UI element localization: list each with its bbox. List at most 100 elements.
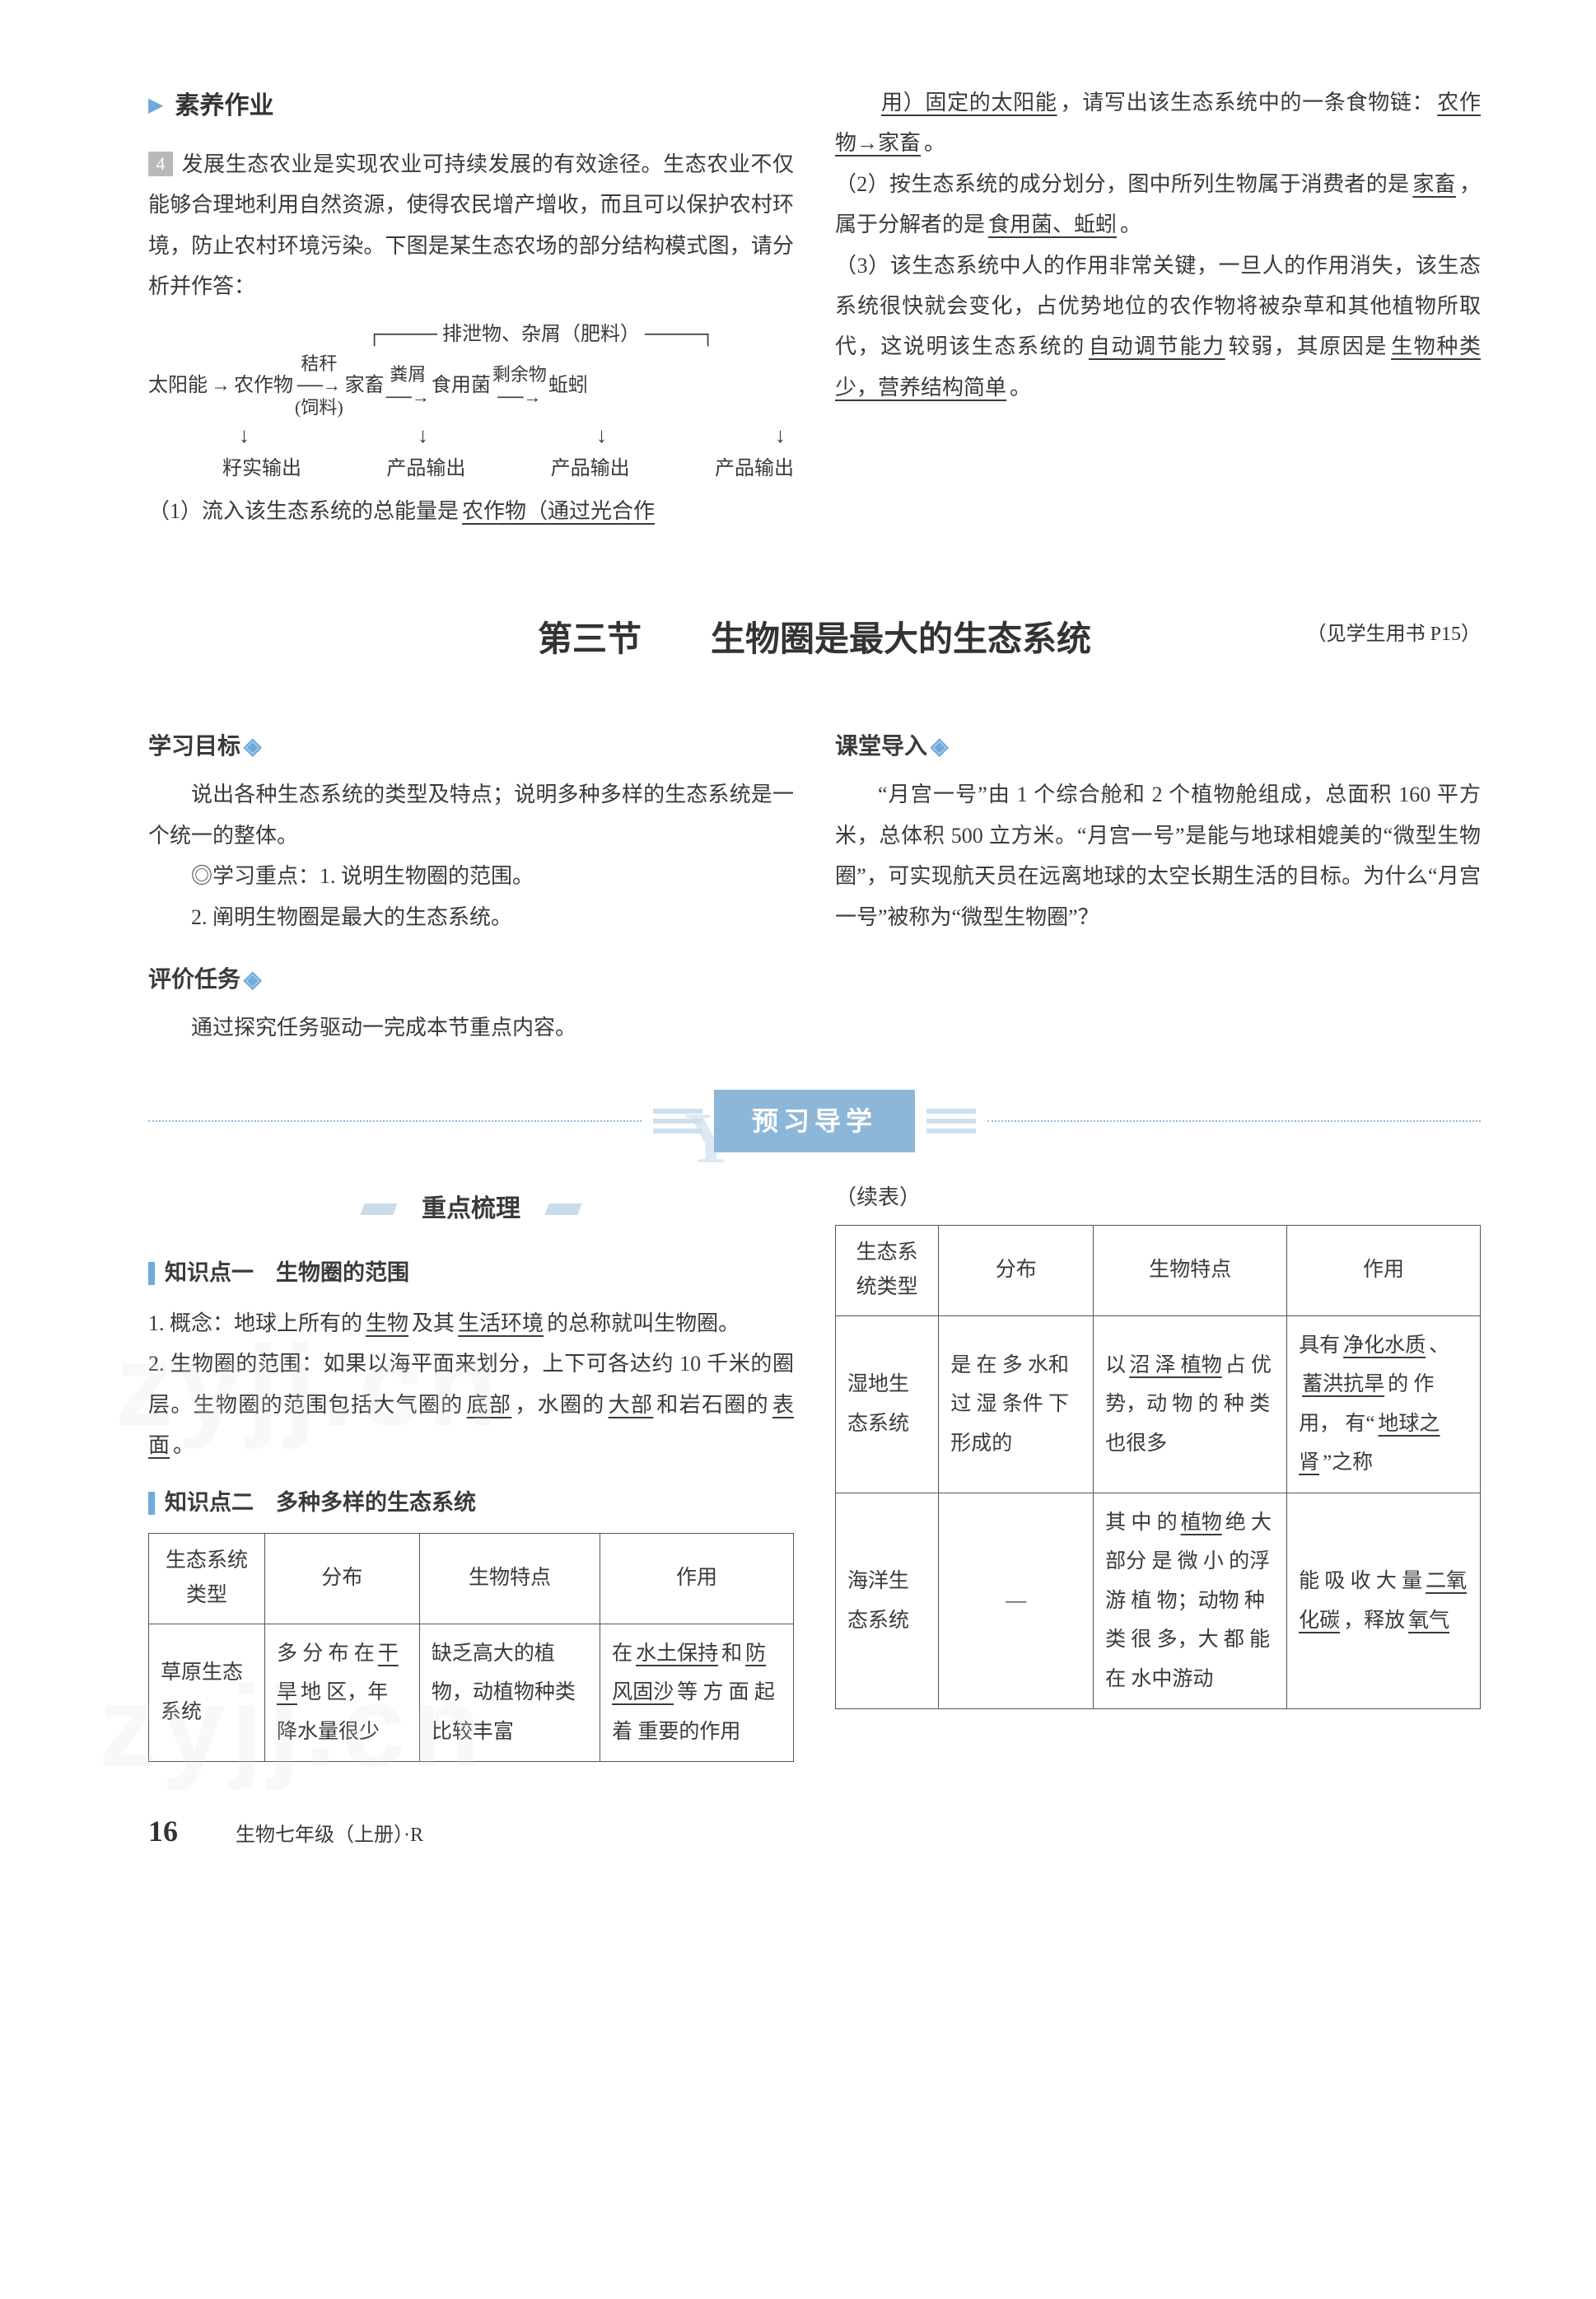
role-u1: 水土保持 (632, 1642, 721, 1665)
kp1-l2b2: 大部 (605, 1393, 657, 1417)
kp1-l2: 2. 生物圈的范围：如果以海平面来划分，上下可各达约 10 千米的圈层。生物圈的… (148, 1343, 794, 1465)
q4-p2-a: （2）按生态系统的成分划分，图中所列生物属于消费者的是 (835, 172, 1409, 196)
bottom-right: （续表） 生态系统类型 分布 生物特点 作用 湿地生态系统 是 在 多 水和 过… (835, 1177, 1481, 1762)
diagram-top-label: 排泄物、杂屑（肥料） (442, 324, 640, 345)
ecosystem-diagram: ┌──── 排泄物、杂屑（肥料） ────┐ 太阳能 → 农作物 秸秆 ──→ … (148, 319, 794, 485)
book-title: 生物七年级（上册）·R (236, 1817, 423, 1855)
kp-bar-icon (148, 1262, 155, 1285)
cell-role: 在水土保持和防风固沙等 方 面 起 着 重要的作用 (600, 1624, 794, 1762)
cont-label: （续表） (835, 1177, 1481, 1217)
focus1: 1. 说明生物圈的范围。 (320, 864, 534, 888)
role-b: ，释放 (1343, 1610, 1405, 1632)
kp1-title: 知识点一 生物圈的范围 (165, 1252, 409, 1294)
th-type: 生态系统类型 (149, 1533, 265, 1624)
node-livestock: 家畜 (345, 370, 385, 401)
role-b: 、 (1429, 1334, 1449, 1357)
output-4: 产品输出 (715, 453, 794, 484)
subbanner: 重点梳理 (404, 1185, 539, 1232)
th-type: 生态系统类型 (836, 1225, 939, 1315)
diamond-icon: ◈ (244, 966, 262, 992)
node-worm: 蚯蚓 (548, 370, 588, 401)
cell-dist: — (939, 1493, 1094, 1709)
q4-p2-blank1: 家畜 (1409, 172, 1459, 196)
role-u2: 氧气 (1405, 1610, 1453, 1632)
arrow-right-icon: → (211, 370, 231, 401)
kp1-l2b1: 底部 (464, 1393, 516, 1417)
page-footer: 16 生物七年级（上册）·R (148, 1803, 1481, 1859)
section-header: ▶ 素养作业 (148, 82, 794, 129)
banner-line-left (148, 1120, 642, 1122)
section-title: 素养作业 (175, 82, 273, 129)
question-number: 4 (148, 152, 173, 176)
arrow-down-row: ↓ ↓ ↓ ↓ (148, 418, 794, 453)
obj-head-2: 评价任务◈ (148, 957, 794, 1001)
bio-a: 其 中 的 (1105, 1512, 1178, 1534)
top-section: ▶ 素养作业 4发展生态农业是实现农业可持续发展的有效途径。生态农业不仅能够合理… (148, 82, 1481, 532)
th-role: 作用 (1287, 1225, 1481, 1315)
stalk-top: 秸秆 (301, 353, 337, 375)
obj-h2: 评价任务 (148, 966, 240, 992)
arrow-right-icon: ──→ (497, 386, 541, 408)
role-a: 具有 (1299, 1334, 1340, 1357)
diamond-icon: ◈ (244, 733, 262, 759)
role-d: ”之称 (1323, 1451, 1373, 1474)
th-role: 作用 (600, 1533, 794, 1624)
q4-p1-end: 。 (924, 131, 945, 155)
chapter-title: 生物圈是最大的生态系统 (711, 619, 1091, 658)
preview-banner: Y 预习导学 (148, 1090, 1481, 1153)
q4-p1-blank: 农作物（通过光合作 (459, 499, 658, 523)
outputs-row: 籽实输出 产品输出 产品输出 产品输出 (148, 453, 794, 484)
node-mushroom: 食用菌 (432, 370, 491, 401)
q4-p1-a: （1）流入该生态系统的总能量是 (148, 499, 459, 523)
cell-type: 海洋生态系统 (836, 1493, 939, 1709)
kp1-l1d: 的总称就叫生物圈。 (547, 1311, 740, 1335)
q4-p3-end: 。 (1010, 376, 1031, 400)
dung-text: 粪屑 (390, 364, 426, 386)
q4-p3-blank1: 自动调节能力 (1085, 334, 1229, 358)
obj-focus: ◎学习重点：1. 说明生物圈的范围。 (148, 856, 794, 896)
objectives-section: 学习目标◈ 说出各种生态系统的类型及特点；说明多种多样的生态系统是一个统一的整体… (148, 704, 1481, 1048)
kp1-l2c: ，水圈的 (515, 1393, 604, 1417)
table-row: 草原生态系统 多 分 布 在干旱地 区，年 降水量很少 缺乏高大的植物，动植物种… (149, 1624, 794, 1762)
obj-t2: 通过探究任务驱动一完成本节重点内容。 (148, 1007, 794, 1048)
arrow-down-icon: ↓ (239, 418, 250, 453)
role-u1: 净化水质 (1340, 1334, 1429, 1357)
q4-part2: （2）按生态系统的成分划分，图中所列生物属于消费者的是家畜，属于分解者的是食用菌… (835, 164, 1481, 245)
cell-role: 能 吸 收 大 量二氧化碳，释放氧气 (1287, 1493, 1481, 1709)
obj-h1: 学习目标 (148, 733, 240, 759)
diamond-icon: ◈ (931, 733, 949, 759)
role-u2: 蓄洪抗旱 (1299, 1373, 1388, 1395)
output-3: 产品输出 (551, 453, 630, 484)
bottom-section: zyjj.cn 重点梳理 知识点一 生物圈的范围 1. 概念：地球上所有的生物及… (148, 1177, 1481, 1762)
arrow-down-icon: ↓ (418, 418, 428, 453)
stalk-bot: (饲料) (295, 397, 343, 418)
role-b: 和 (721, 1642, 742, 1665)
q4-p2-end: 。 (1120, 213, 1141, 236)
stalk-label: 秸秆 ──→ (饲料) (295, 353, 343, 418)
q4-intro-text: 发展生态农业是实现农业可持续发展的有效途径。生态农业不仅能够合理地利用自然资源，… (148, 152, 794, 298)
subbanner-wrap: 重点梳理 (148, 1185, 794, 1232)
cell-dist: 多 分 布 在干旱地 区，年 降水量很少 (264, 1624, 419, 1762)
cell-type: 草原生态系统 (149, 1624, 265, 1762)
obj-right: 课堂导入◈ “月宫一号”由 1 个综合舱和 2 个植物舱组成，总面积 160 平… (835, 704, 1481, 1048)
leftover-text: 剩余物 (492, 364, 547, 386)
kp1-l1: 1. 概念：地球上所有的生物及其生活环境的总称就叫生物圈。 (148, 1303, 794, 1343)
kp2-title: 知识点二 多种多样的生态系统 (165, 1482, 476, 1524)
ecosystem-table-right: 生态系统类型 分布 生物特点 作用 湿地生态系统 是 在 多 水和 过 湿 条件… (835, 1225, 1481, 1710)
right-column: 用）固定的太阳能，请写出该生态系统中的一条食物链：农作物→家畜。 （2）按生态系… (835, 82, 1481, 532)
kp1-l1b1: 生物 (362, 1311, 412, 1335)
chapter-ref: （见学生用书 P15） (1307, 616, 1481, 654)
cell-dist: 是 在 多 水和 过 湿 条件 下 形成的 (939, 1315, 1094, 1493)
q4-p1-b: ，请写出该生态系统中的一条食物链： (1061, 91, 1435, 114)
focus-label: ◎学习重点： (191, 864, 320, 888)
obj-t3: “月宫一号”由 1 个综合舱和 2 个植物舱组成，总面积 160 平方米，总体积… (835, 774, 1481, 937)
dung-label: 粪屑 ──→ (386, 364, 430, 408)
focus2: 2. 阐明生物圈是最大的生态系统。 (148, 897, 794, 937)
bio-b: 绝 大 部分 是 微 小 的浮 游 植 物；动物 种 类 很 多，大 都 能 在… (1105, 1512, 1272, 1690)
kp1-l1b2: 生活环境 (455, 1311, 547, 1335)
obj-head-1: 学习目标◈ (148, 724, 794, 768)
arrow-icon: ▶ (148, 87, 163, 125)
dist-a: 多 分 布 在 (277, 1642, 375, 1665)
banner-box: Y 预习导学 (714, 1090, 915, 1153)
q4-p3-b: 较弱，其原因是 (1229, 334, 1388, 358)
